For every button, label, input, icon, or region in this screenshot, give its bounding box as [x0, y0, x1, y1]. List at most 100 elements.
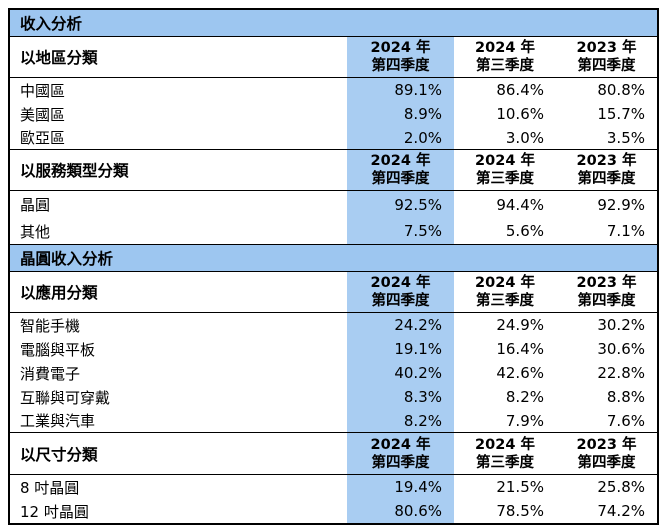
column-header-year: 2023 年 [576, 275, 637, 291]
row-label: 電腦與平板 [20, 340, 96, 359]
column-header-quarter: 第四季度 [371, 58, 430, 74]
value-cell: 22.8% [597, 364, 645, 382]
column-header-2024-q3: 2024 年 第三季度 [454, 37, 556, 77]
value-cell-highlight: 2.0% [347, 126, 454, 149]
column-header-year: 2024 年 [370, 275, 431, 291]
value-cell-highlight: 8.3% [347, 385, 454, 409]
row-label: 智能手機 [20, 316, 81, 335]
table-row-12-inch-wafer: 12 吋晶圓 80.6% 78.5% 74.2% [10, 499, 657, 523]
value-cell-highlight: 19.1% [347, 337, 454, 361]
column-header-2024-q3: 2024 年 第三季度 [454, 433, 556, 474]
column-header-quarter: 第四季度 [577, 171, 636, 187]
value-cell: 94.4% [496, 195, 544, 214]
value-cell: 15.7% [597, 105, 645, 123]
table-row-eurasia: 歐亞區 2.0% 3.0% 3.5% [10, 126, 657, 150]
column-header-2023-q4: 2023 年 第四季度 [556, 37, 657, 77]
value-cell-highlight: 8.9% [347, 102, 454, 126]
column-header-2024-q4: 2024 年 第四季度 [347, 37, 454, 77]
value-cell: 30.2% [597, 316, 645, 334]
column-header-year: 2024 年 [475, 40, 535, 56]
group-label: 以地區分類 [20, 49, 98, 67]
value-cell: 3.0% [505, 128, 544, 147]
value-cell: 7.6% [606, 411, 645, 430]
column-header-2024-q4: 2024 年 第四季度 [347, 433, 454, 474]
table-row-computer-tablet: 電腦與平板 19.1% 16.4% 30.6% [10, 337, 657, 361]
group-label: 以尺寸分類 [20, 445, 98, 464]
value-cell-highlight: 24.2% [347, 313, 454, 337]
row-label: 晶圓 [20, 196, 51, 214]
value-cell: 24.9% [496, 316, 544, 334]
value-cell: 5.6% [505, 222, 544, 240]
column-header-2023-q4: 2023 年 第四季度 [556, 272, 657, 312]
value-cell: 7.9% [505, 411, 544, 430]
value-cell: 3.5% [606, 128, 645, 147]
column-header-year: 2023 年 [576, 153, 637, 169]
group-label: 以服務類型分類 [20, 162, 129, 180]
table-row-smartphone: 智能手機 24.2% 24.9% 30.2% [10, 313, 657, 337]
row-label: 美國區 [20, 105, 66, 124]
value-cell-highlight: 8.2% [347, 409, 454, 432]
column-header-2024-q4: 2024 年 第四季度 [347, 150, 454, 190]
value-cell: 30.6% [597, 340, 645, 358]
table-row-china: 中國區 89.1% 86.4% 80.8% [10, 78, 657, 102]
value-cell: 86.4% [496, 81, 544, 99]
section-title: 晶圓收入分析 [20, 250, 114, 268]
group-header-row-size: 以尺寸分類 2024 年 第四季度 2024 年 第三季度 2023 年 第四季… [10, 433, 657, 475]
column-header-year: 2024 年 [370, 153, 431, 169]
table-row-consumer-electronics: 消費電子 40.2% 42.6% 22.8% [10, 361, 657, 385]
value-cell: 8.2% [505, 388, 544, 406]
value-cell-highlight: 7.5% [347, 218, 454, 244]
value-cell: 80.8% [597, 81, 645, 99]
value-cell: 92.9% [597, 195, 645, 214]
value-cell: 21.5% [496, 478, 544, 496]
column-header-year: 2023 年 [576, 40, 637, 56]
column-header-year: 2024 年 [370, 40, 431, 56]
value-cell: 7.1% [606, 222, 645, 240]
value-cell: 74.2% [597, 502, 645, 520]
column-header-2024-q3: 2024 年 第三季度 [454, 150, 556, 190]
table-row-industrial-automotive: 工業與汽車 8.2% 7.9% 7.6% [10, 409, 657, 433]
value-cell: 25.8% [597, 478, 645, 496]
column-header-2023-q4: 2023 年 第四季度 [556, 150, 657, 190]
row-label: 其他 [20, 222, 51, 241]
column-header-quarter: 第三季度 [476, 293, 534, 309]
row-label: 8 吋晶圓 [20, 478, 80, 497]
row-label: 工業與汽車 [20, 412, 96, 430]
column-header-quarter: 第四季度 [371, 171, 430, 187]
value-cell: 78.5% [496, 502, 544, 520]
column-header-quarter: 第三季度 [476, 58, 534, 74]
column-header-year: 2024 年 [475, 436, 535, 453]
value-cell: 16.4% [496, 340, 544, 358]
column-header-quarter: 第四季度 [577, 293, 636, 309]
value-cell: 42.6% [496, 364, 544, 382]
group-label: 以應用分類 [20, 284, 98, 302]
column-header-2024-q3: 2024 年 第三季度 [454, 272, 556, 312]
row-label: 歐亞區 [20, 129, 66, 147]
group-header-row-application: 以應用分類 2024 年 第四季度 2024 年 第三季度 2023 年 第四季… [10, 272, 657, 313]
row-label: 消費電子 [20, 364, 81, 383]
value-cell-highlight: 80.6% [347, 499, 454, 523]
value-cell: 10.6% [496, 105, 544, 123]
value-cell: 8.8% [606, 388, 645, 406]
section-header-wafer-revenue-analysis: 晶圓收入分析 [10, 245, 657, 272]
column-header-2023-q4: 2023 年 第四季度 [556, 433, 657, 474]
revenue-analysis-table: 收入分析 以地區分類 2024 年 第四季度 2024 年 第三季度 2023 … [8, 8, 659, 525]
column-header-2024-q4: 2024 年 第四季度 [347, 272, 454, 312]
table-row-others: 其他 7.5% 5.6% 7.1% [10, 218, 657, 245]
column-header-quarter: 第四季度 [577, 454, 636, 471]
section-header-revenue-analysis: 收入分析 [10, 10, 657, 37]
column-header-year: 2024 年 [475, 153, 535, 169]
group-header-row-service-type: 以服務類型分類 2024 年 第四季度 2024 年 第三季度 2023 年 第… [10, 150, 657, 191]
table-row-wafer: 晶圓 92.5% 94.4% 92.9% [10, 191, 657, 218]
group-header-row-region: 以地區分類 2024 年 第四季度 2024 年 第三季度 2023 年 第四季… [10, 37, 657, 78]
column-header-year: 2023 年 [576, 436, 637, 453]
table-row-usa: 美國區 8.9% 10.6% 15.7% [10, 102, 657, 126]
section-title: 收入分析 [20, 15, 83, 33]
row-label: 互聯與可穿戴 [20, 388, 111, 407]
column-header-year: 2024 年 [475, 275, 535, 291]
column-header-quarter: 第三季度 [476, 171, 534, 187]
column-header-year: 2024 年 [370, 436, 431, 453]
row-label: 中國區 [20, 81, 66, 100]
column-header-quarter: 第四季度 [371, 454, 430, 471]
